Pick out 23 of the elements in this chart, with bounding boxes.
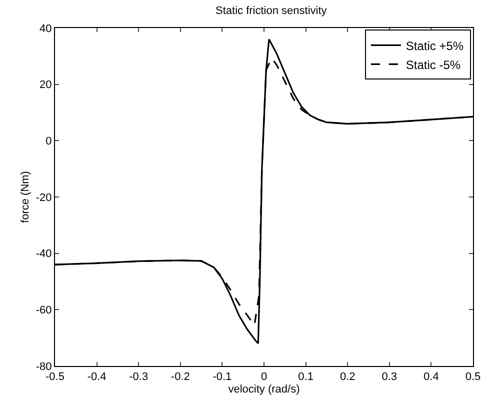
x-tick-label: -0.2	[170, 371, 190, 384]
legend-label: Static -5%	[406, 58, 461, 72]
x-tick-label: -0.4	[87, 371, 106, 384]
legend-label: Static +5%	[406, 38, 464, 53]
x-tick-label: -0.5	[46, 371, 64, 384]
x-tick-label: 0.3	[382, 371, 398, 384]
x-tick-label: 0.4	[424, 371, 439, 384]
y-tick-label: 40	[40, 22, 52, 35]
x-tick-label: -0.1	[212, 371, 232, 384]
x-tick-label: -0.3	[129, 371, 148, 384]
y-tick-label: -60	[36, 304, 52, 317]
x-axis-title: velocity (rad/s)	[228, 383, 300, 396]
y-tick-label: 0	[46, 136, 52, 148]
x-tick-label: 0.5	[465, 371, 481, 384]
chart-title: Static friction senstivity	[216, 4, 328, 17]
y-tick-label: 20	[40, 79, 52, 92]
y-tick-label: -20	[36, 192, 52, 204]
y-tick-label: -80	[36, 360, 52, 373]
x-tick-label: 0	[260, 371, 268, 384]
x-tick-label: 0.2	[340, 371, 356, 384]
y-tick-label: -40	[36, 248, 52, 260]
y-axis-title: force (Nm)	[20, 171, 32, 223]
x-tick-label: 0.1	[298, 371, 314, 384]
